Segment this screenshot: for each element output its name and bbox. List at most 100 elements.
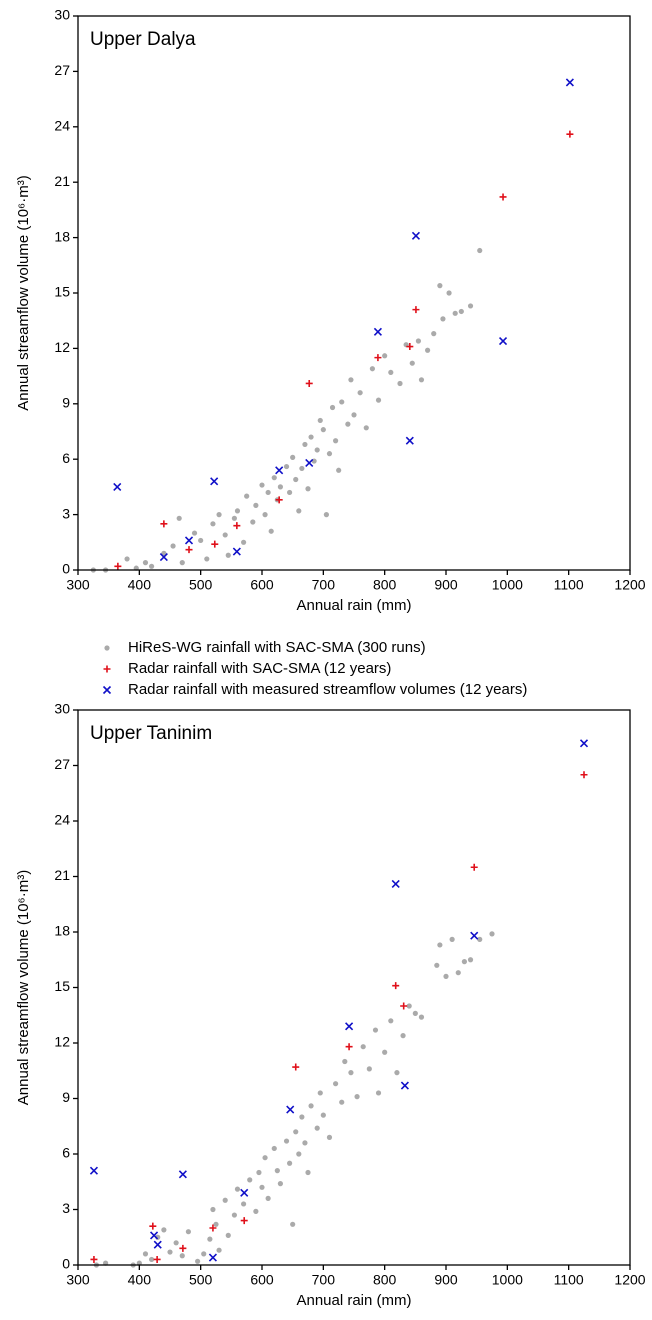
point [375,397,382,403]
legend-label: Radar rainfall with measured streamflow … [128,681,527,698]
point [216,511,222,518]
point [153,1255,161,1263]
x-tick-label: 700 [312,1272,336,1288]
point [225,1232,231,1238]
point [185,546,193,554]
point [179,560,185,566]
point [317,417,323,424]
point [374,354,382,362]
x-tick-label: 300 [66,1272,90,1288]
point [326,1134,333,1140]
point [262,511,268,518]
point [210,521,216,527]
point [431,331,437,337]
x-tick-label: 1200 [614,1272,645,1288]
point [262,1155,268,1161]
point [142,1251,149,1257]
point [231,1212,237,1218]
point [388,1018,394,1024]
point [397,380,403,387]
point [290,1221,296,1227]
y-tick-label: 0 [62,1256,70,1272]
y-tick-label: 3 [62,505,70,521]
point [275,466,284,475]
point [400,1033,406,1039]
x-tick-label: 1000 [492,577,523,593]
y-tick-label: 15 [54,978,70,994]
point [326,451,333,457]
point [287,1160,293,1166]
point [320,427,326,433]
point [372,1027,379,1033]
point [455,970,461,976]
point [299,465,305,472]
point [241,1201,247,1207]
point [400,1081,409,1090]
point [388,369,394,376]
point [345,1043,353,1051]
point [277,1181,283,1187]
point [234,508,241,514]
y-tick-label: 18 [54,228,70,244]
point [391,879,400,888]
point [259,1184,265,1190]
point [274,1168,280,1174]
point [415,338,421,344]
point [179,1253,185,1259]
x-tick-label: 500 [189,577,213,593]
y-tick-label: 6 [62,1145,70,1161]
y-tick-label: 12 [54,339,70,355]
point [222,1197,228,1203]
point [411,231,421,240]
legend-label: HiReS-WG rainfall with SAC-SMA (300 runs… [128,639,426,656]
point [363,425,369,431]
y-tick-label: 21 [54,173,70,189]
point [233,522,241,530]
point [253,502,259,508]
point [213,1221,219,1227]
point [149,1222,157,1230]
x-tick-label: 400 [128,1272,152,1288]
x-tick-label: 900 [434,1272,458,1288]
legend-marker [103,665,111,673]
point [373,327,382,336]
point [299,1114,305,1120]
point [160,520,168,528]
point [198,537,204,544]
point [170,543,176,549]
point [302,1140,308,1146]
point [287,489,293,496]
point [412,306,420,314]
point [342,1058,348,1065]
point [498,336,508,346]
legend-marker [102,685,112,695]
point [293,476,299,483]
point [89,1166,99,1175]
point [231,515,237,521]
point [201,1251,207,1257]
point [275,496,283,504]
legend-marker [104,645,110,651]
point [211,540,219,548]
point [225,552,231,558]
y-tick-label: 24 [54,118,70,134]
point [440,316,446,322]
point [339,399,345,405]
point [210,1206,216,1213]
point [302,441,308,448]
y-tick-label: 9 [62,395,70,411]
point [317,1090,323,1096]
point [392,982,400,990]
point [333,1081,339,1087]
point [565,78,574,87]
point [244,493,250,499]
plot-frame [77,709,631,1266]
x-tick-label: 600 [250,577,274,593]
point [345,1022,354,1031]
point [329,404,336,411]
point [149,563,155,569]
point [357,390,363,396]
point [580,771,588,779]
point [400,1002,408,1010]
